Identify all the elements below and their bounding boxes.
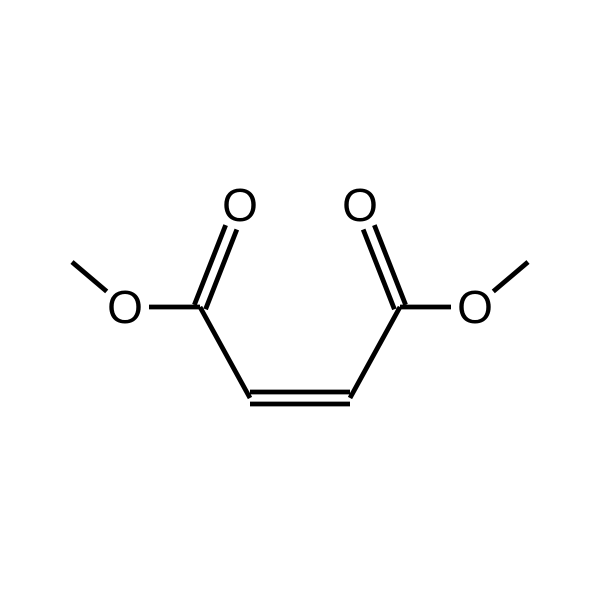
atom-label-O4: O [457, 281, 493, 333]
atom-label-O1: O [107, 281, 143, 333]
molecule-diagram: O O O O [0, 0, 600, 600]
atom-label-O3: O [342, 179, 378, 231]
atom-label-O2: O [222, 179, 258, 231]
